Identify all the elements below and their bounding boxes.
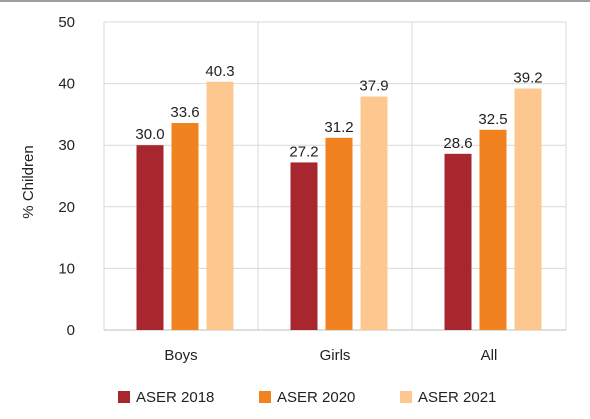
legend-label-2: ASER 2020: [277, 389, 355, 406]
x-axis-categories: Boys Girls All: [164, 347, 497, 364]
bar-all-series-1: [444, 153, 472, 330]
y-tick-label-2: 20: [58, 199, 75, 216]
bar-boys-series-3: [206, 81, 234, 330]
y-axis-title: % Children: [20, 145, 37, 218]
legend-swatch-3: [400, 391, 412, 403]
y-tick-label-1: 10: [58, 260, 75, 277]
bar-girls-series-2: [325, 137, 353, 330]
legend-swatch-2: [259, 391, 271, 403]
data-label-boys-series-3: 40.3: [205, 63, 234, 80]
data-label-girls-series-2: 31.2: [324, 119, 353, 136]
data-label-all-series-1: 28.6: [443, 135, 472, 152]
bar-all-series-3: [514, 88, 542, 330]
category-label-girls: Girls: [320, 347, 351, 364]
data-label-boys-series-1: 30.0: [135, 126, 164, 143]
category-label-boys: Boys: [164, 347, 197, 364]
bar-all-series-2: [479, 129, 507, 330]
y-tick-label-4: 40: [58, 76, 75, 93]
data-label-girls-series-1: 27.2: [289, 143, 318, 160]
data-label-all-series-3: 39.2: [513, 70, 542, 87]
category-label-all: All: [481, 347, 498, 364]
data-label-all-series-2: 32.5: [478, 111, 507, 128]
bar-girls-series-1: [290, 162, 318, 330]
bar-girls-series-3: [360, 96, 388, 330]
legend-swatch-1: [118, 391, 130, 403]
data-label-girls-series-3: 37.9: [359, 78, 388, 95]
bar-boys-series-1: [136, 145, 164, 330]
y-tick-label-0: 0: [67, 322, 75, 339]
bars: [136, 81, 542, 330]
data-label-boys-series-2: 33.6: [170, 104, 199, 121]
y-tick-label-5: 50: [58, 14, 75, 31]
legend: ASER 2018 ASER 2020 ASER 2021: [118, 389, 496, 406]
legend-label-1: ASER 2018: [136, 389, 214, 406]
y-axis-ticks: 0 10 20 30 40 50: [58, 14, 75, 339]
y-tick-label-3: 30: [58, 137, 75, 154]
bar-boys-series-2: [171, 123, 199, 330]
data-labels: 30.0 33.6 40.3 27.2 31.2 37.9 28.6 32.5 39.2: [135, 63, 542, 161]
legend-label-3: ASER 2021: [418, 389, 496, 406]
